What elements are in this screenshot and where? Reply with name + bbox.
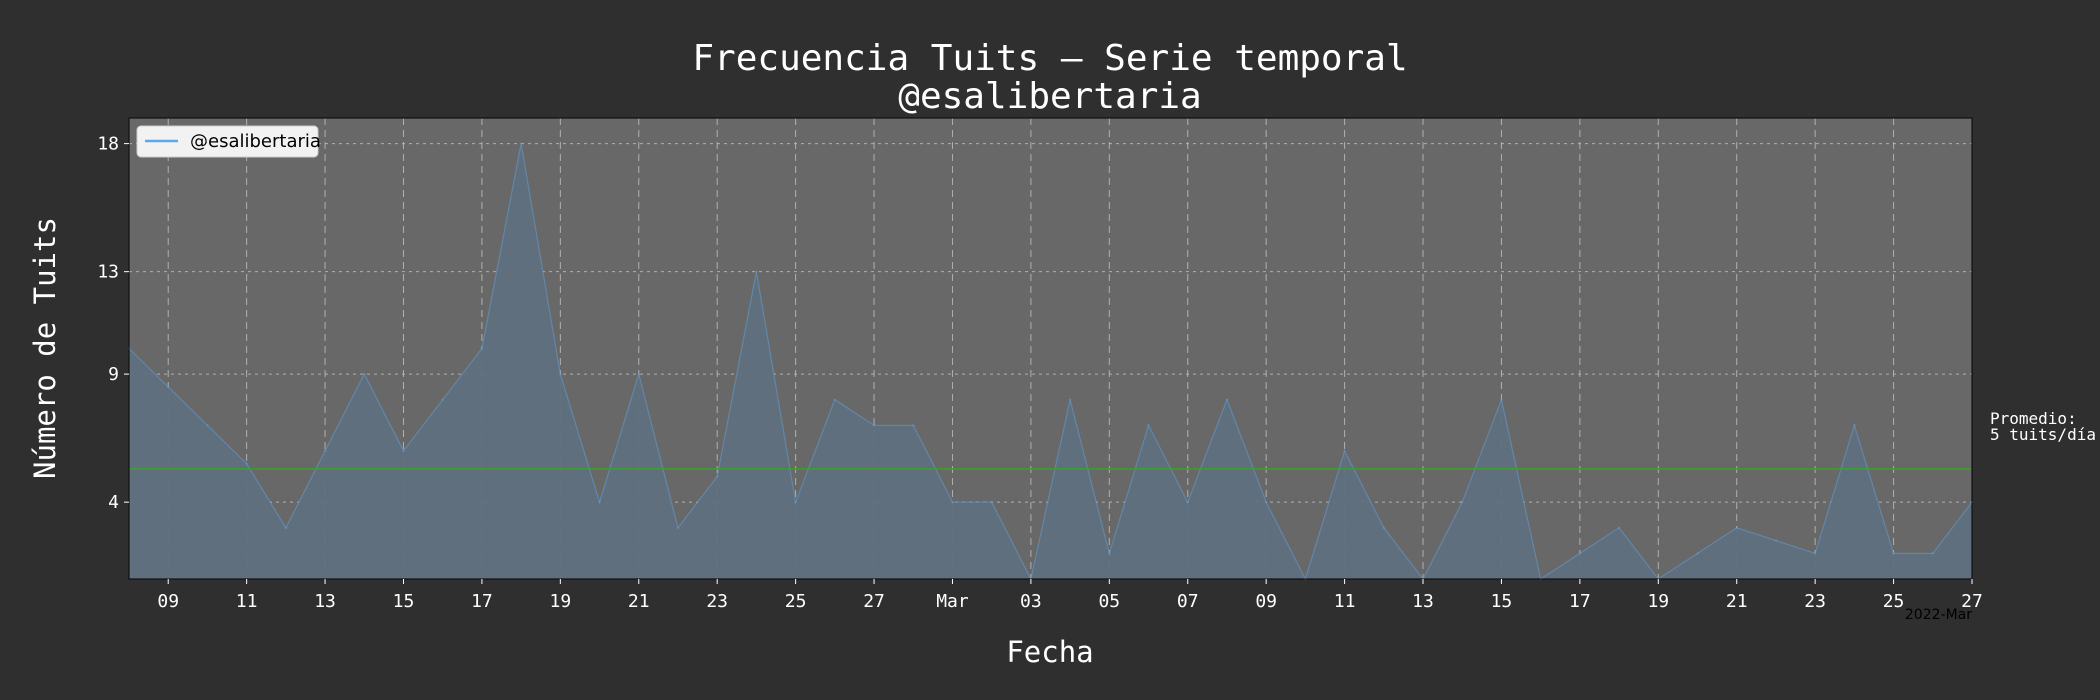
data-point (1696, 552, 1699, 555)
data-point (1108, 552, 1111, 555)
chart-title: Frecuencia Tuits – Serie temporal (692, 38, 1407, 79)
legend-box (136, 125, 319, 158)
x-tick-label: 19 (549, 591, 571, 612)
legend: @esalibertaria (136, 125, 321, 158)
data-point (245, 462, 248, 465)
x-tick-label: 27 (863, 591, 885, 612)
data-point (402, 449, 405, 453)
y-tick-label: 18 (97, 134, 119, 155)
data-point (1264, 500, 1268, 504)
x-offset-label: 2022-Mar (1905, 607, 1972, 623)
x-tick-label: 11 (236, 591, 258, 612)
y-tick-label: 13 (97, 262, 119, 283)
x-tick-label: 17 (1569, 591, 1591, 612)
y-tick-label: 9 (108, 364, 119, 385)
y-axis-ticks: 4 9 13 18 (97, 134, 129, 513)
data-point (1774, 539, 1778, 542)
x-tick-label: 07 (1177, 591, 1199, 612)
data-point (1500, 398, 1503, 401)
data-point (1578, 552, 1582, 555)
chart-subtitle: @esalibertaria (898, 76, 1201, 117)
x-tick-label: 25 (785, 591, 807, 612)
data-point (1931, 552, 1934, 555)
data-point (794, 500, 797, 504)
data-point (833, 398, 837, 401)
legend-entry-label: @esalibertaria (190, 131, 321, 152)
x-tick-label: 15 (1491, 591, 1513, 612)
data-point (1853, 424, 1856, 427)
x-tick-label: Mar (936, 591, 969, 612)
x-tick-label: 09 (157, 591, 179, 612)
data-point (951, 500, 954, 504)
data-point (1147, 424, 1150, 427)
data-point (990, 500, 993, 504)
series-line (128, 143, 1973, 581)
data-point (441, 398, 444, 401)
data-point (1068, 398, 1072, 401)
data-point (1617, 526, 1621, 529)
x-tick-label: 13 (1412, 591, 1434, 612)
data-point (1813, 552, 1817, 555)
y-tick-label: 4 (108, 492, 119, 513)
plot-frame (128, 117, 1973, 580)
average-label-line1: Promedio: (1990, 409, 2077, 428)
data-point (1735, 526, 1738, 529)
x-tick-label: 17 (471, 591, 493, 612)
data-point (480, 347, 484, 350)
x-tick-label: 23 (1804, 591, 1826, 612)
data-point (1461, 500, 1464, 504)
x-tick-label: 27 (1961, 591, 1983, 612)
data-point (206, 424, 209, 427)
average-label-line2: 5 tuits/día (1990, 425, 2096, 444)
data-point (755, 270, 758, 273)
data-point (872, 424, 876, 427)
data-point (284, 526, 288, 529)
data-point (363, 372, 366, 376)
data-point (1186, 500, 1189, 504)
x-axis-ticks: 09 11 13 15 17 19 21 23 25 27 Mar 03 05 07 09 11 13 15 17 1… (157, 579, 1983, 612)
data-point (1225, 398, 1229, 401)
series-area (129, 143, 1972, 580)
x-tick-label: 21 (628, 591, 650, 612)
data-point (1343, 449, 1346, 453)
data-point (676, 526, 680, 529)
x-tick-label: 03 (1020, 591, 1042, 612)
data-point (1892, 552, 1895, 555)
data-point (167, 385, 170, 389)
x-axis-label: Fecha (1006, 635, 1093, 669)
series-layer (127, 142, 1974, 581)
data-point (912, 424, 915, 427)
x-tick-label: 09 (1255, 591, 1277, 612)
data-point (715, 475, 719, 478)
x-tick-label: 25 (1883, 591, 1905, 612)
x-tick-label: 13 (314, 591, 336, 612)
y-axis-label: Número de Tuits (28, 217, 62, 479)
x-tick-label: 11 (1334, 591, 1356, 612)
data-point (323, 449, 327, 453)
data-point (519, 142, 523, 145)
data-point (1382, 526, 1386, 529)
data-point (559, 372, 562, 376)
x-tick-label: 23 (706, 591, 728, 612)
data-point (637, 372, 640, 376)
x-tick-label: 15 (393, 591, 415, 612)
x-tick-label: 21 (1726, 591, 1748, 612)
data-point (598, 500, 601, 504)
x-tick-label: 05 (1098, 591, 1120, 612)
x-tick-label: 19 (1647, 591, 1669, 612)
